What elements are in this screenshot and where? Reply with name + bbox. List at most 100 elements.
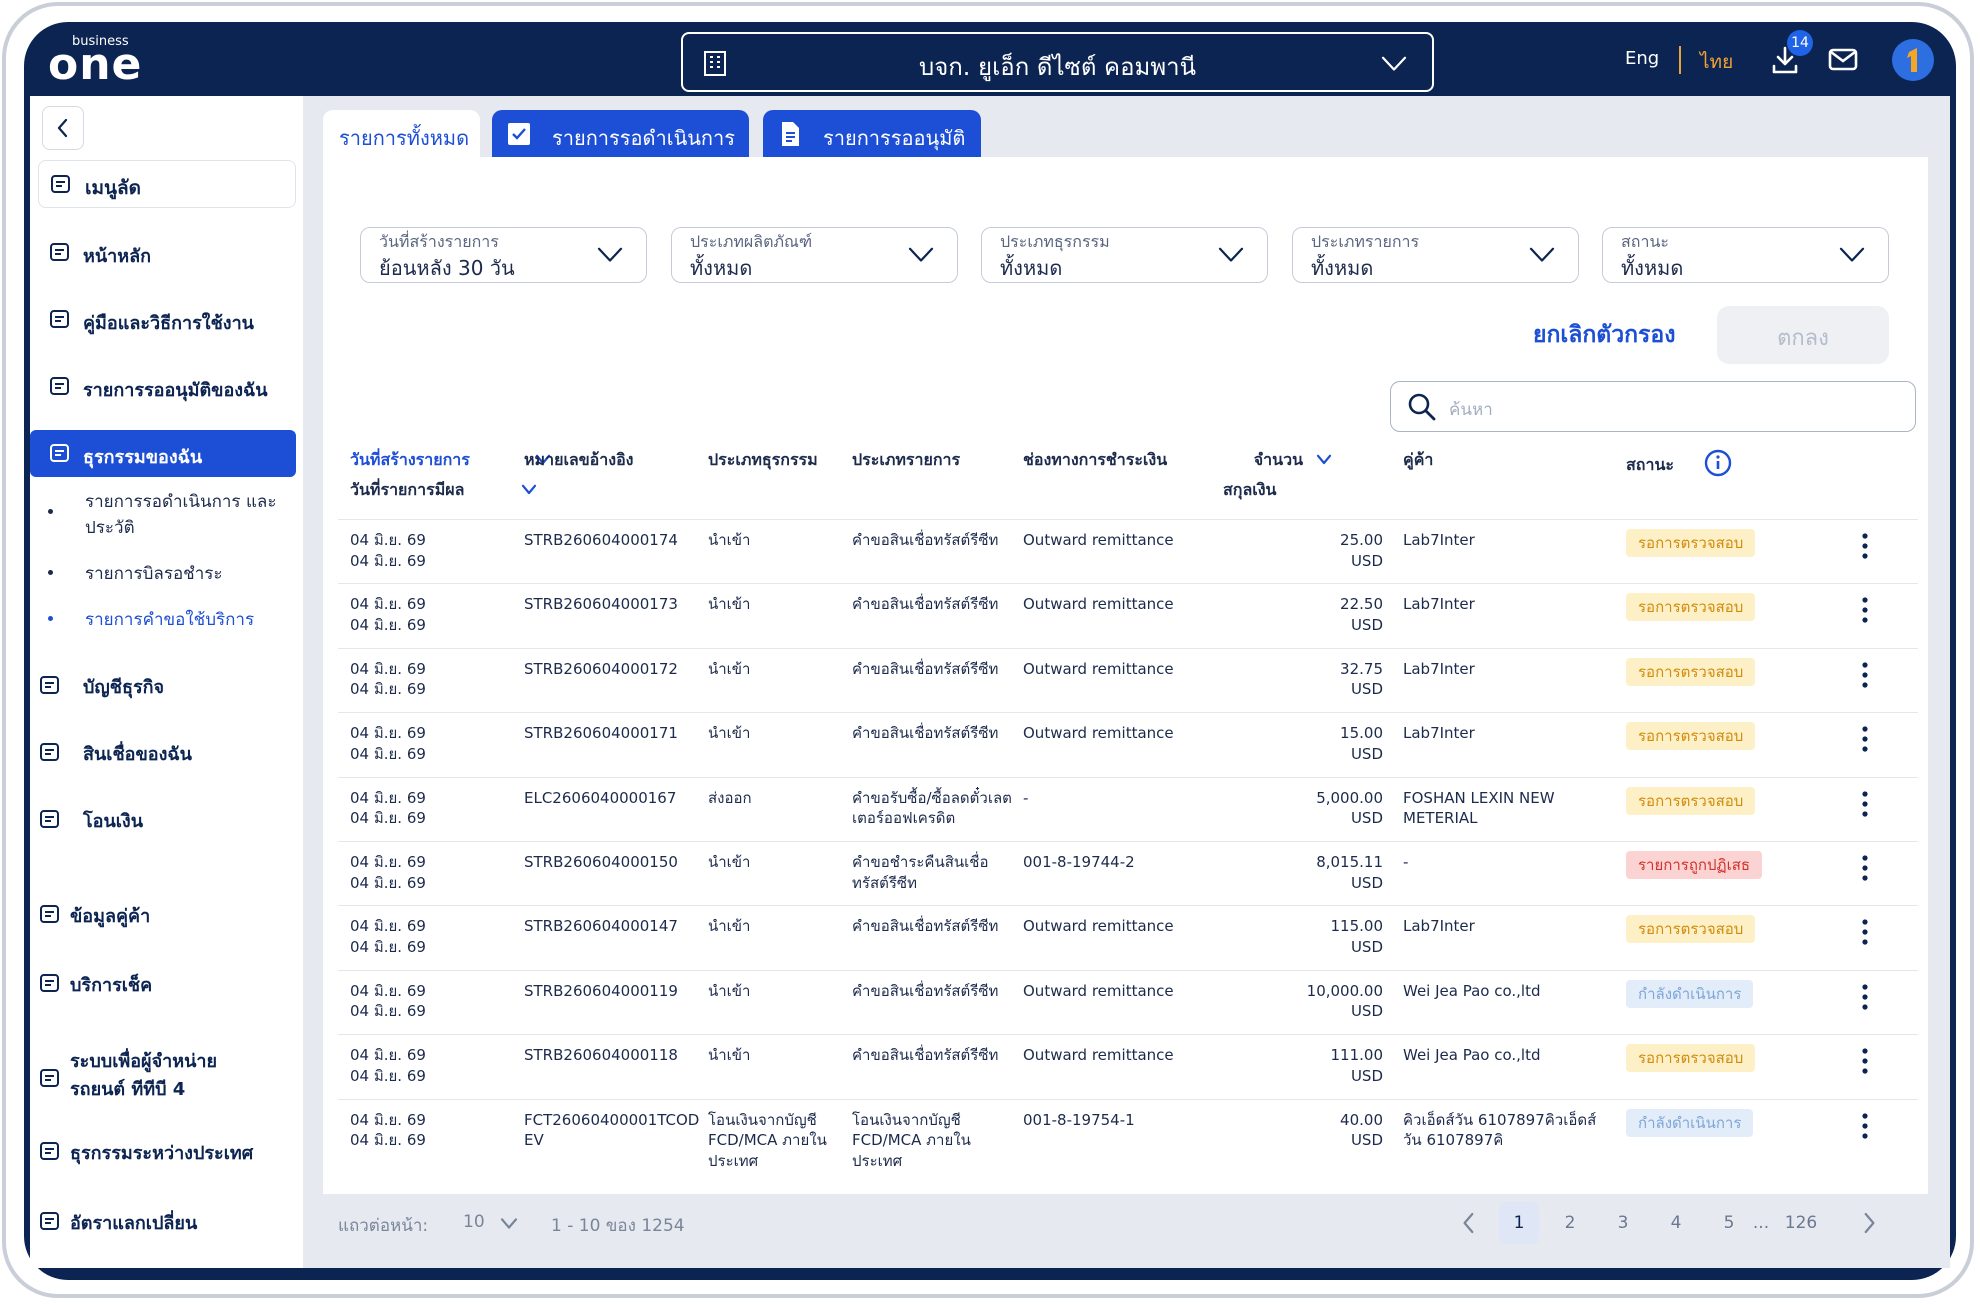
- table-cell: คำขอสินเชื่อทรัสต์รีซีท: [852, 659, 999, 678]
- table-cell: 001-8-19754-1: [1023, 1110, 1135, 1129]
- menu-item[interactable]: หน้าหลัก: [30, 229, 296, 276]
- search-input[interactable]: ค้นหา: [1390, 381, 1916, 432]
- filter-value: ทั้งหมด: [690, 256, 753, 280]
- table-cell: USD: [1350, 680, 1383, 699]
- filter-label: ประเภทรายการ: [1311, 232, 1420, 251]
- menu-item[interactable]: บริการเช็ค: [30, 960, 296, 1007]
- row-menu-button[interactable]: [1857, 661, 1873, 689]
- filter-dropdown[interactable]: ประเภทธุรกรรม ทั้งหมด: [981, 227, 1268, 283]
- collapse-button[interactable]: [42, 106, 84, 150]
- page-button[interactable]: 3: [1617, 1213, 1629, 1233]
- table-cell: โอนเงินจากบัญชี FCD/MCA ภายในประเทศ: [852, 1110, 971, 1170]
- menu-item-label: ข้อมูลคู่ค้า: [70, 906, 151, 927]
- filter-value: ย้อนหลัง 30 วัน: [379, 256, 515, 280]
- table-cell: STRB260604000150: [524, 853, 678, 871]
- rows-per-page-select[interactable]: 10: [463, 1212, 485, 1232]
- table-cell: 04 มิ.ย. 69: [350, 744, 426, 763]
- row-divider: [338, 969, 1918, 971]
- filter-dropdown[interactable]: วันที่สร้างรายการ ย้อนหลัง 30 วัน: [360, 227, 647, 283]
- page-button[interactable]: 2: [1564, 1213, 1576, 1233]
- language-option[interactable]: Eng: [1625, 48, 1660, 69]
- submenu-item[interactable]: รายการคำขอใช้บริการ: [30, 603, 296, 643]
- submenu-label: รายการบิลรอชำระ: [85, 564, 223, 584]
- submenu-item[interactable]: รายการบิลรอชำระ: [30, 557, 296, 597]
- table-cell: นำเข้า: [708, 1046, 751, 1065]
- tab[interactable]: รายการรออนุมัติ: [763, 110, 981, 158]
- table-cell: 04 มิ.ย. 69: [350, 873, 426, 892]
- status-badge: รอการตรวจสอบ: [1626, 915, 1756, 944]
- table-cell: 04 มิ.ย. 69: [350, 659, 426, 678]
- page-button[interactable]: 1: [1499, 1202, 1539, 1244]
- table-cell: 111.00: [1330, 1046, 1384, 1065]
- menu-item[interactable]: ข้อมูลคู่ค้า: [30, 891, 296, 938]
- filter-dropdown[interactable]: สถานะ ทั้งหมด: [1602, 227, 1889, 283]
- table-cell: USD: [1350, 809, 1383, 828]
- table-cell: คำขอชำระคืนสินเชื่อทรัสต์รีซีท: [852, 853, 989, 892]
- table-cell: USD: [1350, 551, 1383, 570]
- menu-item[interactable]: บัญชีธุรกิจ: [30, 662, 296, 709]
- row-menu-button[interactable]: [1857, 725, 1873, 753]
- row-menu-button[interactable]: [1857, 1112, 1873, 1140]
- table-cell: 8,015.11: [1316, 853, 1383, 871]
- company-selector[interactable]: บจก. ยูเอ็ก ดีไซต์ คอมพานี: [681, 32, 1434, 92]
- page-button[interactable]: 5: [1723, 1213, 1735, 1233]
- menu-item[interactable]: อัตราแลกเปลี่ยน: [30, 1198, 296, 1245]
- filter-dropdown[interactable]: ประเภทรายการ ทั้งหมด: [1292, 227, 1579, 283]
- menu-item[interactable]: ธุรกรรมระหว่างประเทศ: [30, 1128, 296, 1175]
- table-cell: USD: [1350, 744, 1383, 763]
- content-area: รายการทั้งหมด รายการรอดำเนินการ รายการรออน…: [303, 96, 1950, 1268]
- shortcut-menu[interactable]: เมนูลัด: [38, 160, 296, 208]
- tab[interactable]: รายการรอดำเนินการ: [492, 110, 749, 158]
- table-cell: USD: [1350, 937, 1383, 956]
- page-button[interactable]: 4: [1670, 1213, 1682, 1233]
- column-header: หมายเลขอ้างอิง: [524, 450, 634, 469]
- menu-icon: [50, 444, 69, 462]
- row-menu-button[interactable]: [1857, 854, 1873, 882]
- column-header: จำนวน: [1253, 450, 1303, 469]
- menu-item[interactable]: ระบบเพื่อผู้จำหน่าย รถยนต์ ทีทีบี 4: [30, 1044, 296, 1114]
- menu-item[interactable]: สินเชื่อของฉัน: [30, 729, 296, 776]
- table-cell: โอนเงินจากบัญชี FCD/MCA ภายในประเทศ: [708, 1110, 827, 1170]
- filter-value: ทั้งหมด: [1000, 256, 1063, 280]
- chevron-icon: [908, 247, 934, 262]
- row-menu-button[interactable]: [1857, 1047, 1873, 1075]
- row-menu-button[interactable]: [1857, 532, 1873, 560]
- row-menu-button[interactable]: [1857, 596, 1873, 624]
- menu-item-label: ธุรกรรมระหว่างประเทศ: [70, 1143, 254, 1164]
- table-cell: STRB260604000172: [524, 659, 678, 678]
- language-option[interactable]: ไทย: [1700, 51, 1734, 73]
- table-cell: คำขอสินเชื่อทรัสต์รีซีท: [852, 595, 999, 614]
- column-header: คู่ค้า: [1403, 450, 1434, 469]
- apply-button[interactable]: ตกลง: [1717, 306, 1889, 364]
- menu-item[interactable]: รายการรออนุมัติของฉัน: [30, 363, 296, 410]
- table-cell: Lab7Inter: [1403, 595, 1475, 614]
- clear-filter-button[interactable]: ยกเลิกตัวกรอง: [1533, 322, 1676, 348]
- tab[interactable]: รายการทั้งหมด: [323, 110, 480, 158]
- menu-item[interactable]: โอนเงิน: [30, 796, 296, 843]
- table-cell: 04 มิ.ย. 69: [350, 680, 426, 699]
- row-menu-button[interactable]: [1857, 983, 1873, 1011]
- table-cell: USD: [1350, 1066, 1383, 1085]
- page-button[interactable]: 126: [1784, 1213, 1818, 1233]
- table-cell: 32.75: [1340, 659, 1383, 678]
- table-cell: คำขอรับซื้อ/ซื้อลดตั๋วเลตเตอร์ออฟเครดิต: [852, 788, 1012, 828]
- row-menu-button[interactable]: [1857, 790, 1873, 818]
- submenu-item[interactable]: รายการรอดำเนินการ และประวัติ: [30, 485, 296, 547]
- table-cell: Wei Jea Pao co.,ltd: [1403, 1046, 1541, 1065]
- chevron-icon: [1864, 1212, 1875, 1234]
- table-cell: STRB260604000173: [524, 595, 678, 614]
- menu-item[interactable]: ธุรกรรมของฉัน: [30, 430, 296, 477]
- tab-icon: [508, 123, 530, 145]
- brand-small: business: [72, 34, 129, 49]
- status-badge: รอการตรวจสอบ: [1626, 529, 1756, 557]
- filter-label: สถานะ: [1621, 232, 1669, 251]
- status-badge: รอการตรวจสอบ: [1626, 593, 1756, 622]
- download-badge[interactable]: 14: [1787, 30, 1813, 56]
- table-cell: USD: [1350, 873, 1383, 892]
- content-panel: วันที่สร้างรายการ ย้อนหลัง 30 วัน ประเภทผล…: [323, 157, 1928, 1194]
- row-menu-button[interactable]: [1857, 918, 1873, 946]
- filter-dropdown[interactable]: ประเภทผลิตภัณฑ์ ทั้งหมด: [671, 227, 958, 283]
- kebab-icon: [1862, 790, 1868, 817]
- menu-item[interactable]: คู่มือและวิธีการใช้งาน: [30, 296, 296, 343]
- apply-label: ตกลง: [1777, 326, 1829, 351]
